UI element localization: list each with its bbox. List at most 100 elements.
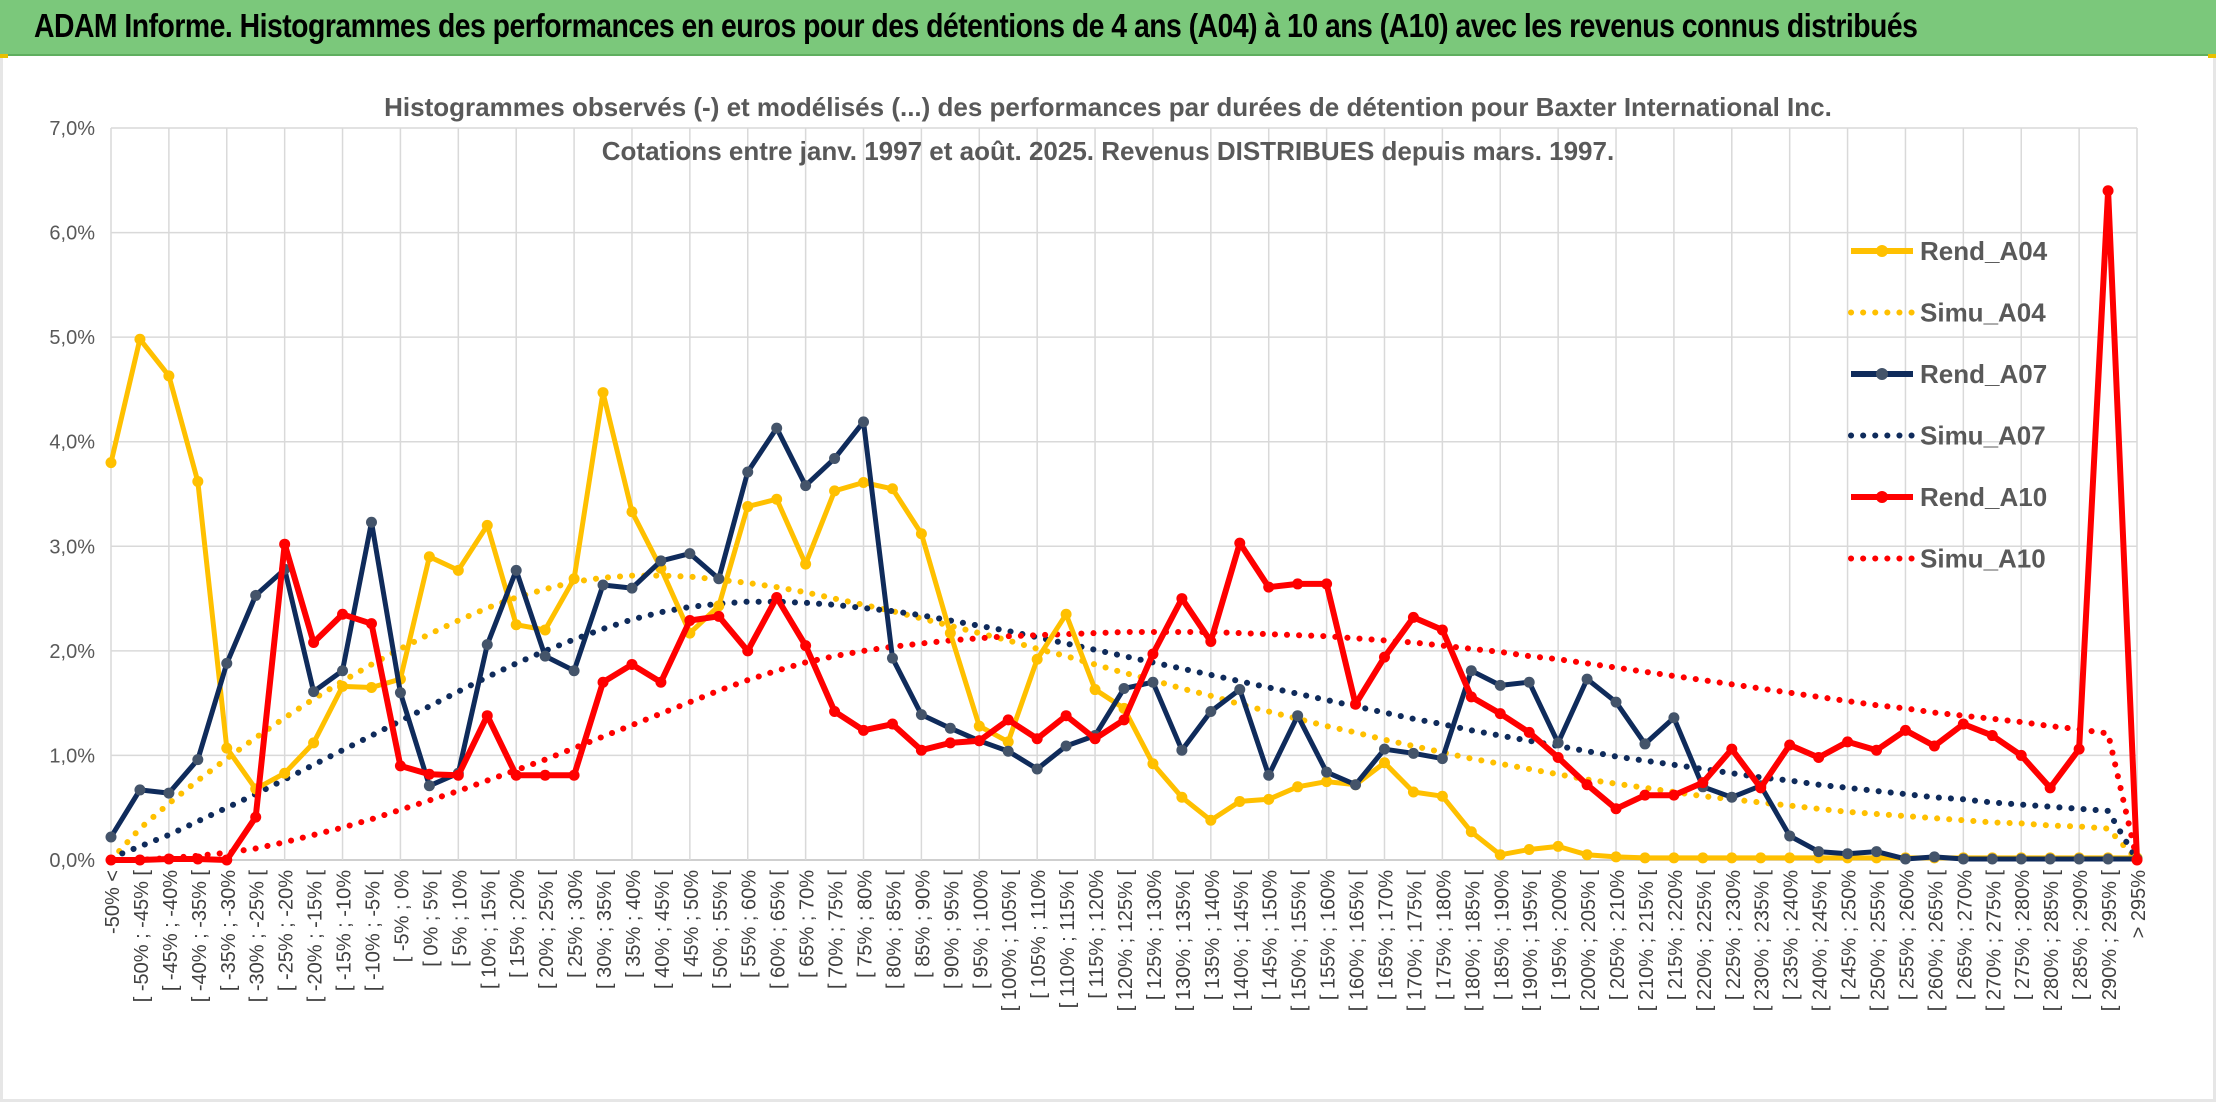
data-point-Rend_A10 — [423, 768, 435, 780]
x-tick-label: [ 145% ; 150% — [1260, 870, 1282, 1000]
data-point-Rend_A07 — [1842, 848, 1854, 860]
series-line-Simu_A07 — [108, 598, 2140, 863]
data-point-Rend_A10 — [1147, 648, 1159, 660]
data-point-Rend_A04 — [1378, 757, 1390, 769]
data-point-Rend_A07 — [626, 582, 638, 594]
data-point-Rend_A07 — [250, 589, 262, 601]
x-axis-ticks: -50% < [ -50% ; -45% [[ -45% ; -40% [ -40%… — [102, 870, 2150, 1012]
x-tick-label: [ 290% ; 295% [ — [2099, 870, 2121, 1012]
x-tick-label: [ 160% ; 165% [ — [1347, 870, 1369, 1012]
data-point-Rend_A07 — [1321, 766, 1333, 778]
data-point-Rend_A07 — [1205, 706, 1217, 718]
data-point-Rend_A07 — [1928, 851, 1940, 863]
x-tick-label: [ 285% ; 290% — [2070, 870, 2092, 1000]
data-point-Rend_A04 — [1031, 653, 1043, 665]
x-tick-label: [ 140% ; 145% [ — [1231, 870, 1253, 1012]
data-point-Rend_A07 — [2044, 853, 2056, 865]
data-point-Rend_A07 — [1292, 710, 1304, 722]
data-point-Rend_A10 — [568, 769, 580, 781]
x-tick-label: [ 10% ; 15% [ — [478, 870, 500, 989]
x-tick-label: [ -5% ; 0% — [391, 870, 413, 962]
data-point-Rend_A07 — [1957, 853, 1969, 865]
data-point-Rend_A07 — [2102, 853, 2114, 865]
x-tick-label: [ -40% ; -35% [ — [189, 870, 211, 1003]
data-point-Rend_A04 — [105, 457, 117, 469]
data-point-Rend_A10 — [886, 718, 898, 730]
data-point-Rend_A10 — [1668, 789, 1680, 801]
data-point-Rend_A07 — [1726, 791, 1738, 803]
data-point-Rend_A10 — [1176, 593, 1188, 605]
data-point-Rend_A04 — [1292, 781, 1304, 793]
legend-label: Rend_A10 — [1920, 482, 2047, 512]
x-tick-label: [ 245% ; 250% — [1839, 870, 1861, 1000]
series-line-Simu_A04 — [108, 572, 2140, 863]
x-tick-label: [ 115% ; 120% — [1086, 870, 1108, 999]
x-tick-label: [ -30% ; -25% [ — [247, 870, 269, 1003]
data-point-Rend_A07 — [2015, 853, 2027, 865]
data-point-Rend_A04 — [973, 720, 985, 732]
legend-marker — [1876, 491, 1888, 503]
legend: Rend_A04 Simu_A04 Rend_A07 Simu_A07 Rend_A10… — [1848, 236, 2048, 574]
x-tick-label: [ 275% ; 280% — [2012, 870, 2034, 1000]
data-point-Rend_A10 — [1350, 698, 1362, 710]
data-point-Rend_A04 — [365, 681, 377, 693]
data-point-Rend_A04 — [858, 476, 870, 488]
x-tick-label: [ 200% ; 205% [ — [1578, 870, 1600, 1012]
legend-marker — [1876, 245, 1888, 257]
x-tick-label: [ 70% ; 75% [ — [826, 870, 848, 989]
data-point-Rend_A04 — [1263, 793, 1275, 805]
data-point-Rend_A04 — [481, 519, 493, 531]
legend-label: Simu_A04 — [1920, 298, 2046, 328]
data-point-Rend_A10 — [2015, 749, 2027, 761]
x-tick-label: [ 55% ; 60% — [739, 870, 761, 978]
x-tick-label: [ 215% ; 220% — [1665, 870, 1687, 1000]
data-point-Rend_A10 — [1407, 611, 1419, 623]
data-point-Rend_A04 — [1494, 849, 1506, 861]
data-point-Rend_A07 — [655, 555, 667, 567]
data-point-Rend_A10 — [1031, 733, 1043, 745]
data-point-Rend_A10 — [1755, 782, 1767, 794]
data-point-Rend_A10 — [684, 615, 696, 627]
data-point-Rend_A10 — [1697, 777, 1709, 789]
data-point-Rend_A10 — [394, 760, 406, 772]
data-point-Rend_A07 — [1581, 673, 1593, 685]
x-tick-label: [ 150% ; 155% [ — [1289, 870, 1311, 1012]
data-point-Rend_A10 — [105, 854, 117, 866]
data-point-Rend_A07 — [1263, 769, 1275, 781]
x-tick-label: [ 45% ; 50% — [681, 870, 703, 978]
data-point-Rend_A07 — [915, 709, 927, 721]
data-point-Rend_A10 — [1726, 743, 1738, 755]
x-tick-label: [ 65% ; 70% — [797, 870, 819, 978]
data-point-Rend_A07 — [1813, 846, 1825, 858]
data-point-Rend_A04 — [510, 619, 522, 631]
data-point-Rend_A10 — [337, 608, 349, 620]
data-point-Rend_A04 — [626, 506, 638, 518]
x-tick-label: [ 255% ; 260% — [1896, 870, 1918, 1000]
legend-label: Simu_A07 — [1920, 421, 2046, 451]
page-header: ADAM Informe. Histogrammes des performan… — [0, 0, 2216, 56]
data-point-Rend_A07 — [742, 466, 754, 478]
y-tick-label: 4,0% — [49, 432, 95, 454]
x-tick-label: [ 5% ; 10% — [449, 870, 471, 967]
page-title: ADAM Informe. Histogrammes des performan… — [34, 7, 1918, 44]
data-point-Rend_A07 — [771, 422, 783, 434]
data-point-Rend_A10 — [597, 676, 609, 688]
data-point-Rend_A04 — [192, 475, 204, 487]
x-tick-label: [ 205% ; 210% — [1607, 870, 1629, 1000]
data-point-Rend_A07 — [192, 754, 204, 766]
x-tick-label: [ 85% ; 90% — [912, 870, 934, 978]
x-tick-label: [ 180% ; 185% [ — [1462, 870, 1484, 1012]
data-point-Rend_A07 — [1407, 747, 1419, 759]
data-point-Rend_A10 — [1089, 733, 1101, 745]
data-point-Rend_A04 — [1668, 852, 1680, 864]
data-point-Rend_A07 — [2073, 853, 2085, 865]
data-point-Rend_A07 — [1118, 683, 1130, 695]
data-point-Rend_A10 — [2102, 185, 2114, 197]
x-tick-label: [ 35% ; 40% — [623, 870, 645, 978]
data-point-Rend_A04 — [829, 485, 841, 497]
data-point-Rend_A07 — [944, 722, 956, 734]
x-tick-label: [ 270% ; 275% [ — [1983, 870, 2005, 1012]
data-point-Rend_A10 — [1321, 578, 1333, 590]
